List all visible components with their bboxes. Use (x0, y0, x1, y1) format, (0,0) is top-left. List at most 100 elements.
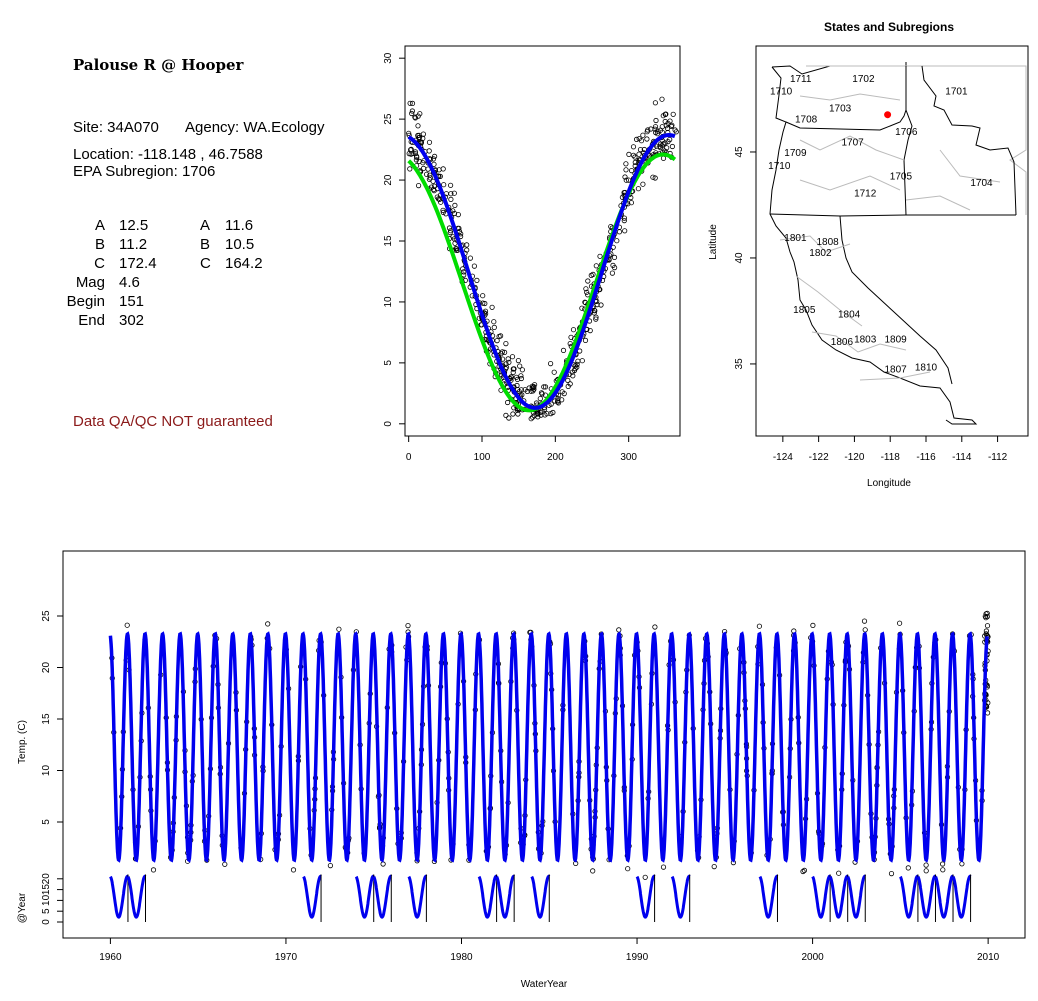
timeseries-y-label: Temp. (C) (17, 720, 28, 764)
yearly-curve (670, 874, 691, 919)
param-value: 10.5 (225, 236, 255, 253)
x-tick-label: -122 (809, 452, 829, 463)
seasonal-point (503, 412, 509, 418)
seasonal-point (451, 190, 457, 196)
seasonal-point (587, 327, 593, 334)
seasonal-point (645, 127, 651, 133)
yearly-curve (846, 874, 867, 919)
timeseries-point (801, 867, 808, 874)
x-tick-label: -112 (988, 452, 1008, 463)
seasonal-point (660, 155, 667, 161)
timeseries-point (124, 622, 130, 628)
seasonal-point (621, 218, 627, 224)
timeseries-point (405, 622, 411, 629)
seasonal-point (611, 254, 618, 260)
seasonal-point (583, 286, 589, 292)
coastline (769, 66, 978, 425)
seasonal-point (660, 141, 666, 147)
seasonal-chart: 0 100 200 300 0 5 10 15 20 25 30 (383, 45, 681, 463)
seasonal-point (667, 137, 673, 143)
seasonal-point (412, 151, 418, 157)
seasonal-point (622, 174, 628, 180)
seasonal-point (499, 356, 506, 362)
timeseries-point (590, 868, 596, 874)
seasonal-point (407, 166, 413, 172)
seasonal-points (406, 96, 679, 422)
seasonal-point (448, 191, 454, 197)
seasonal-point (491, 319, 497, 325)
yearly-curve (916, 874, 937, 919)
y-tick-label: 10 (41, 765, 52, 777)
seasonal-point (585, 278, 591, 284)
seasonal-point (537, 395, 543, 402)
y-tick-label: 15 (383, 235, 394, 247)
seasonal-point (623, 177, 629, 183)
timeseries-x-axis: 1960 1970 1980 1990 2000 2010 (99, 938, 1000, 963)
seasonal-point (418, 139, 424, 145)
timeseries-fit-curve (108, 631, 989, 863)
seasonal-point (567, 340, 573, 347)
seasonal-point (533, 400, 540, 406)
epa-subregion: EPA Subregion: 1706 (73, 163, 216, 180)
seasonal-point (628, 168, 635, 174)
seasonal-point (480, 293, 486, 299)
map-y-label: Latitude (708, 224, 719, 260)
x-tick-label: -116 (916, 452, 936, 463)
y-tick-label: 25 (383, 113, 394, 125)
seasonal-point (539, 408, 545, 414)
seasonal-point (448, 228, 454, 234)
seasonal-point (464, 242, 470, 248)
location: Location: -118.148 , 46.7588 (73, 146, 263, 163)
subregion-label: 1710 (768, 161, 791, 172)
seasonal-point (452, 240, 458, 246)
timeseries-point (222, 861, 228, 867)
yearly-subplot (109, 874, 972, 922)
subregion-label: 1710 (770, 87, 793, 98)
yearly-curve (899, 874, 919, 919)
seasonal-point (670, 111, 676, 117)
map-y-axis: 35 40 45 (734, 146, 756, 370)
seasonal-point (636, 151, 642, 157)
x-tick-label: -118 (881, 452, 901, 463)
timeseries-point (940, 867, 946, 873)
seasonal-point (431, 153, 438, 159)
timeseries-point (959, 861, 965, 867)
param-value: 11.2 (119, 236, 148, 253)
y-tick-label: 15 (41, 884, 52, 896)
seasonal-point (415, 183, 422, 189)
param-label: End (78, 312, 105, 329)
qa-disclaimer: Data QA/QC NOT guaranteed (73, 413, 273, 430)
seasonal-point (415, 113, 421, 119)
seasonal-point (593, 263, 599, 269)
seasonal-point (565, 377, 571, 383)
map-frame (755, 45, 1029, 437)
y-tick-label: 20 (41, 662, 52, 674)
seasonal-point (494, 337, 500, 344)
timeseries-point (983, 611, 989, 617)
seasonal-point (650, 174, 656, 180)
seasonal-point (430, 156, 437, 162)
seasonal-point (625, 177, 632, 183)
seasonal-point (551, 369, 557, 375)
param-value: 11.6 (225, 217, 254, 234)
yearly-curve (109, 874, 129, 919)
seasonal-point (406, 130, 412, 136)
seasonal-point (516, 389, 522, 395)
seasonal-point (423, 171, 430, 177)
seasonal-point (467, 255, 473, 261)
subregion-label: 1803 (854, 335, 877, 346)
x-tick-label: 1980 (450, 952, 473, 963)
timeseries-point (265, 621, 271, 627)
seasonal-point (471, 263, 477, 269)
y-tick-label: 35 (734, 358, 745, 370)
timeseries-point (290, 867, 297, 873)
y-tick-label: 15 (41, 713, 52, 725)
timeseries-point (810, 622, 816, 629)
seasonal-point (528, 416, 534, 422)
seasonal-point (412, 114, 418, 120)
timeseries-point (642, 874, 648, 880)
yearly-curve (530, 874, 551, 919)
timeseries-point (652, 624, 658, 630)
